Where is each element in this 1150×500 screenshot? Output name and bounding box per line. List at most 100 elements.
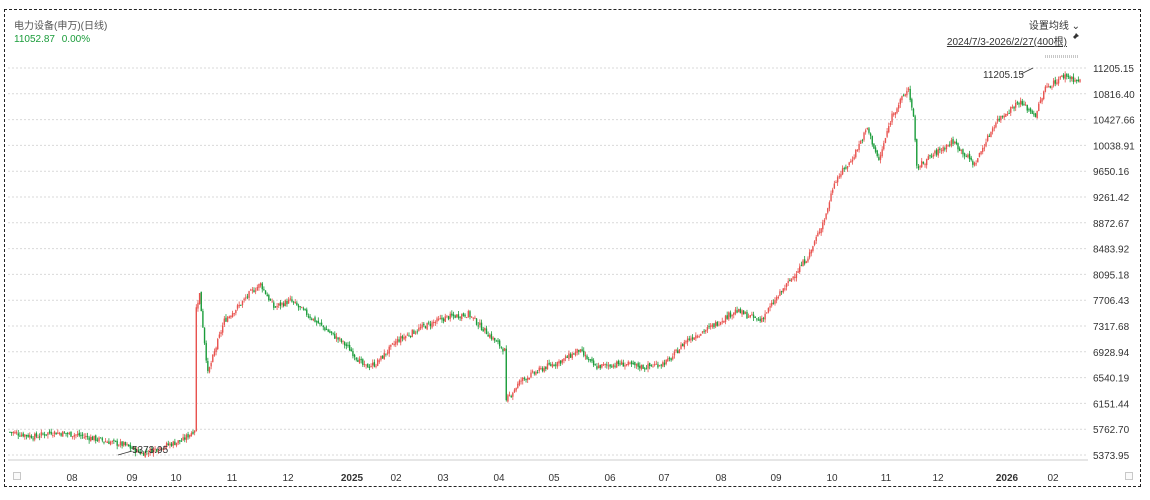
candle-body [129,445,132,449]
candle-body [988,135,991,137]
candle-body [269,299,272,301]
y-tick-label: 6151.44 [1093,399,1130,410]
candle-body [34,433,36,440]
candle-body [540,368,542,370]
candle-body [677,350,679,354]
candle-body [775,297,778,301]
candle-body [675,349,677,352]
candle-body [991,128,994,132]
candle-body [709,325,712,327]
candle-body [25,434,28,437]
candle-body [617,360,620,365]
candle-body [317,320,320,324]
candle-body [1041,98,1043,102]
candle-body [958,148,961,151]
candle-body [342,340,344,342]
candle-body [604,363,606,366]
candle-body [645,368,648,370]
candle-body [240,304,242,306]
candle-body [489,334,491,338]
candle-body [142,452,145,456]
candle-body [955,141,958,144]
candle-body [375,365,377,367]
candle-body [340,338,343,343]
candle-body [289,298,291,300]
candle-body [477,325,479,327]
candle-body [563,358,565,361]
candle-body [802,260,804,267]
candle-body [658,365,661,367]
candle-body [700,333,702,336]
candle-body [20,434,23,437]
candle-body [807,258,809,262]
candle-body [507,395,509,402]
candle-body [555,364,557,366]
scroll-left-button[interactable] [13,472,21,480]
candle-body [538,367,540,372]
candle-body [128,444,130,447]
candle-body [494,337,496,341]
candle-body [362,359,364,365]
candle-body [147,453,150,455]
candle-body [144,451,146,457]
candle-body [451,313,453,316]
date-range-selector[interactable]: 2024/7/3-2026/2/27(400根) [946,37,1067,48]
candle-body [1005,114,1007,117]
candle-body [830,193,832,202]
candle-body [963,153,966,156]
candle-body [228,316,230,319]
candle-body [123,442,125,446]
candle-body [383,352,385,360]
candle-body [207,361,209,371]
candle-body [650,365,653,367]
candle-body [363,364,366,366]
candle-body [38,436,41,438]
candle-body [271,301,273,303]
candle-body [416,331,418,333]
candle-body [1064,74,1066,80]
candle-body [424,326,427,329]
candle-body [1001,115,1004,117]
candle-body [851,159,854,162]
candle-body [411,329,413,337]
candle-body [212,354,214,362]
candle-body [452,314,455,316]
candle-body [103,441,105,443]
candle-body [589,359,592,361]
candle-body [498,340,501,347]
moving-average-settings-button[interactable]: 设置均线 ⌄ [1028,21,1080,32]
candle-body [309,316,311,319]
candle-body [482,329,484,332]
candle-body [1008,112,1010,114]
candle-body [942,147,944,152]
candle-body [856,149,859,151]
candle-body [43,434,46,436]
candle-body [789,280,791,282]
candle-body [757,319,760,321]
candle-body [245,297,247,299]
x-tick-label: 10 [826,473,838,484]
candle-body [393,343,395,345]
candle-body [312,318,315,321]
candle-body [799,266,801,272]
pin-icon[interactable] [1070,32,1080,45]
candle-body [253,290,255,293]
candle-body [226,317,229,322]
candle-body [246,296,249,298]
candle-body [949,144,951,146]
candle-body [88,437,90,441]
candle-body [164,446,166,448]
candle-body [492,337,494,340]
candle-body [132,446,135,450]
candle-body [42,433,44,435]
scroll-right-button[interactable] [1125,472,1133,480]
candle-body [436,318,438,322]
candle-body [406,334,409,336]
candle-body [891,113,893,123]
candle-body [27,434,29,438]
candle-body [855,149,857,158]
candle-body [345,344,348,346]
candle-body [505,348,507,401]
candle-body [47,432,49,435]
candle-body [68,432,71,434]
